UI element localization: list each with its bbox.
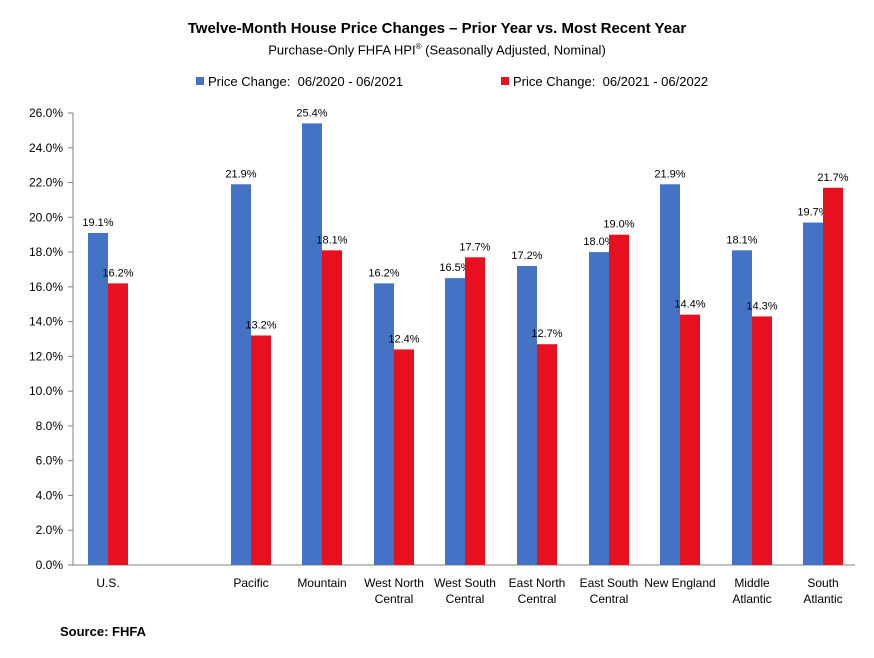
y-tick-label: 6.0% — [36, 454, 64, 468]
x-tick-label: Central — [518, 592, 557, 606]
y-tick-label: 12.0% — [29, 349, 63, 363]
data-label: 18.0% — [583, 236, 614, 248]
bar — [374, 283, 394, 565]
bar — [445, 278, 465, 565]
bar — [108, 283, 128, 565]
bar — [537, 344, 557, 565]
data-label: 17.2% — [511, 250, 542, 262]
y-tick-label: 4.0% — [36, 488, 64, 502]
x-tick-label: Atlantic — [803, 592, 842, 606]
x-tick-label: East North — [509, 576, 566, 590]
x-tick-label: West North — [364, 576, 424, 590]
data-label: 17.7% — [459, 241, 490, 253]
y-tick-label: 8.0% — [36, 419, 64, 433]
x-tick-label: Atlantic — [732, 592, 771, 606]
y-tick-label: 26.0% — [29, 106, 63, 120]
subtitle-text: Purchase-Only FHFA HPI — [268, 42, 416, 58]
subtitle-suffix: (Seasonally Adjusted, Nominal) — [421, 42, 606, 58]
legend-label: Price Change: 06/2021 - 06/2022 — [513, 74, 708, 89]
bar — [589, 252, 609, 566]
y-tick-label: 14.0% — [29, 315, 63, 329]
source-note: Source: FHFA — [60, 624, 146, 639]
y-tick-label: 10.0% — [29, 384, 63, 398]
data-label: 13.2% — [245, 320, 276, 332]
bar — [88, 232, 108, 565]
bar — [251, 335, 271, 565]
chart-title: Twelve-Month House Price Changes – Prior… — [187, 20, 687, 37]
data-label: 19.1% — [82, 217, 113, 229]
legend-swatch — [501, 77, 509, 85]
bar — [803, 222, 823, 565]
chart-subtitle: Purchase-Only FHFA HPI® (Seasonally Adju… — [0, 42, 874, 57]
y-tick-label: 16.0% — [29, 280, 63, 294]
bar — [231, 184, 251, 565]
bar — [680, 314, 700, 565]
x-tick-label: Central — [590, 592, 629, 606]
x-tick-label: Central — [446, 592, 485, 606]
bar — [302, 123, 322, 565]
data-label: 25.4% — [296, 107, 327, 119]
y-tick-label: 22.0% — [29, 176, 63, 190]
data-label: 19.7% — [797, 207, 828, 219]
bar — [732, 250, 752, 566]
data-label: 21.9% — [225, 168, 256, 180]
data-label: 12.7% — [531, 328, 562, 340]
bar — [394, 349, 414, 565]
bar-chart: 0.0% 2.0% 4.0% 6.0% 8.0% 10.0% 12.0% 14.0% 16.0%… — [29, 74, 855, 606]
data-label: 14.4% — [674, 299, 705, 311]
bar — [517, 265, 537, 565]
bar — [660, 184, 680, 565]
data-label: 18.1% — [726, 234, 757, 246]
bar — [609, 234, 629, 565]
x-tick-label: New England — [644, 576, 715, 590]
data-label: 14.3% — [746, 300, 777, 312]
x-tick-label: Central — [375, 592, 414, 606]
data-label: 12.4% — [388, 333, 419, 345]
x-tick-label: West South — [434, 576, 496, 590]
data-label: 19.0% — [603, 219, 634, 231]
x-tick-label: U.S. — [96, 576, 119, 590]
registered-mark: ® — [415, 42, 422, 51]
data-label: 16.5% — [439, 262, 470, 274]
y-tick-label: 20.0% — [29, 210, 63, 224]
legend-label: Price Change: 06/2020 - 06/2021 — [208, 74, 403, 89]
bar — [752, 316, 772, 565]
x-tick-label: South — [807, 576, 838, 590]
bar — [322, 250, 342, 566]
data-label: 16.2% — [368, 267, 399, 279]
data-label: 18.1% — [316, 234, 347, 246]
data-label: 21.7% — [817, 172, 848, 184]
x-tick-label: Pacific — [233, 576, 268, 590]
bar — [823, 187, 843, 565]
x-tick-label: East South — [580, 576, 639, 590]
y-tick-label: 24.0% — [29, 141, 63, 155]
data-label: 21.9% — [654, 168, 685, 180]
x-tick-label: Mountain — [297, 576, 346, 590]
bar — [465, 257, 485, 565]
y-tick-label: 0.0% — [36, 558, 64, 572]
y-tick-label: 18.0% — [29, 245, 63, 259]
data-label: 16.2% — [102, 267, 133, 279]
y-tick-label: 2.0% — [36, 523, 64, 537]
legend-swatch — [196, 77, 204, 85]
x-tick-label: Middle — [734, 576, 770, 590]
